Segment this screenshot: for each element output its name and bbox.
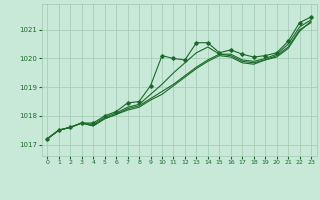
Text: Graphe pression niveau de la mer (hPa): Graphe pression niveau de la mer (hPa) (65, 187, 255, 196)
